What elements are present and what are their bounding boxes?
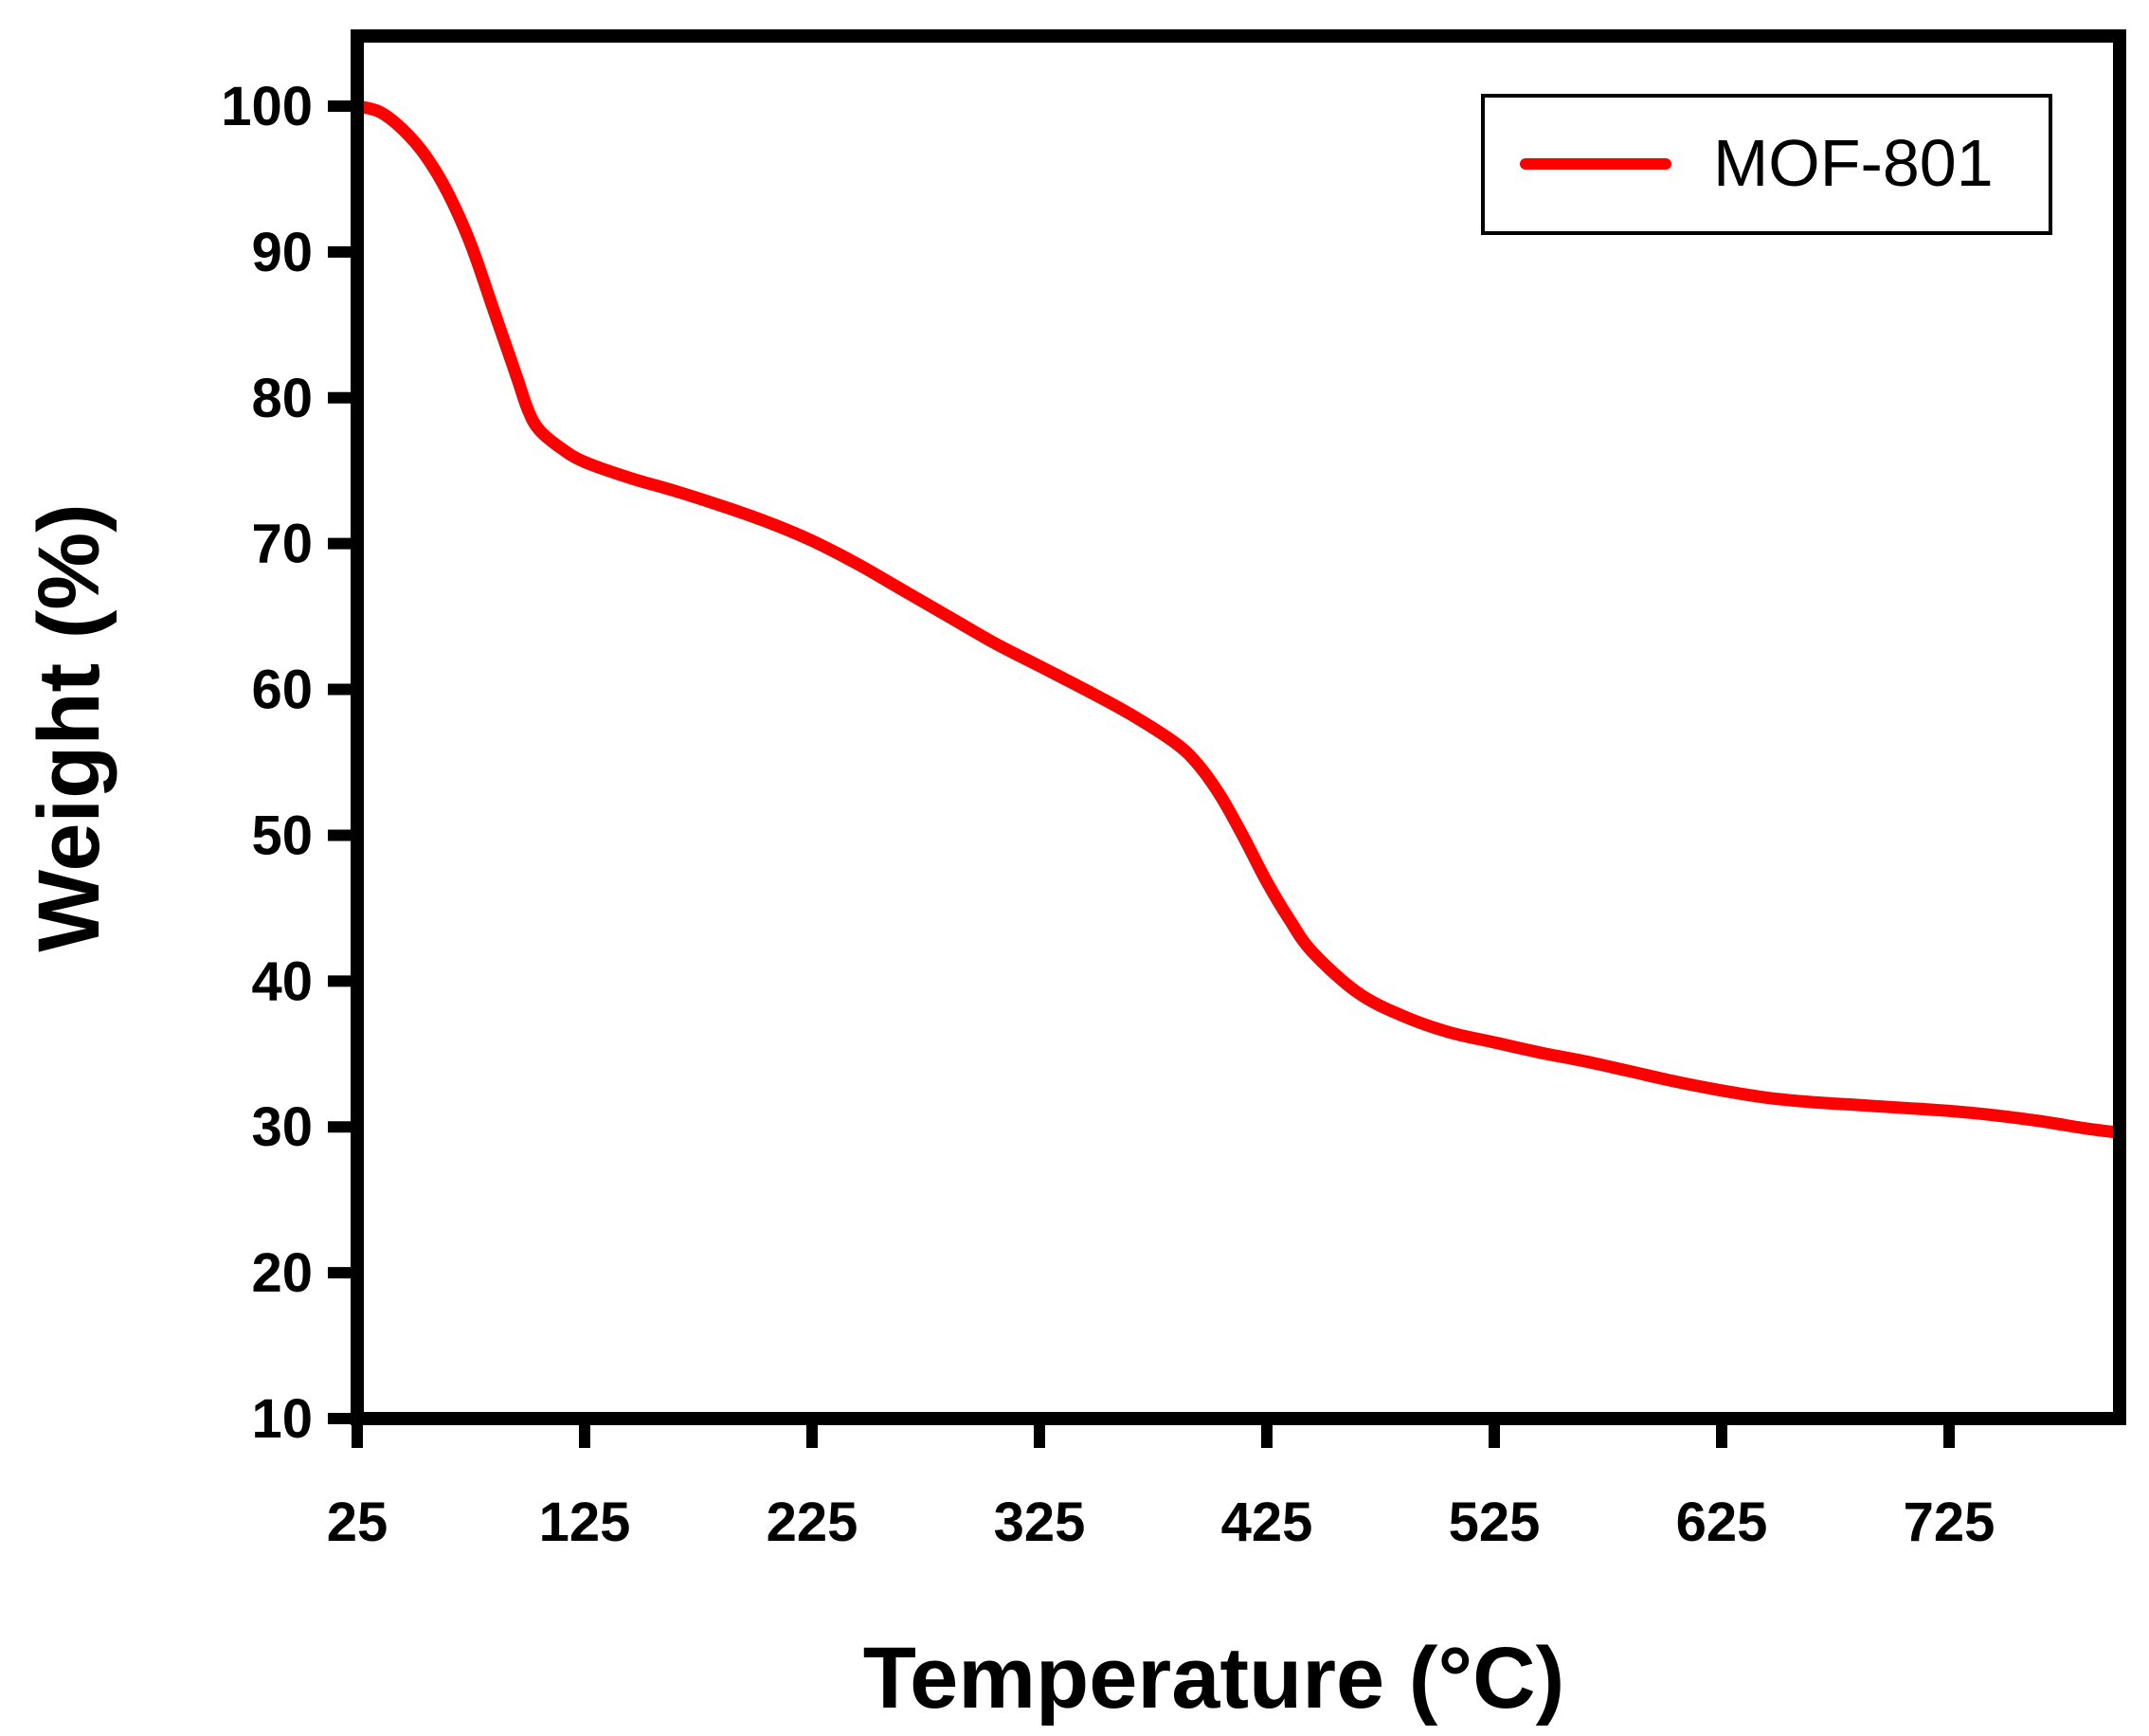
y-tick-label: 20 [251,1242,313,1304]
x-tick-label: 325 [994,1492,1086,1553]
y-tick-label: 40 [251,950,313,1012]
plot-frame [351,29,2126,1425]
x-tick-label: 625 [1676,1492,1768,1553]
y-tick-label: 80 [251,368,313,429]
x-axis-ticks: 25 125 225 325 425 525 625 725 [327,1419,1996,1553]
x-tick-label: 725 [1904,1492,1996,1553]
legend: MOF-801 [1481,94,2052,235]
legend-box [1481,94,2052,235]
y-axis-title: Weight (%) [21,503,117,952]
y-tick-label: 70 [251,514,313,575]
y-tick-label: 90 [251,222,313,283]
x-tick-label: 525 [1449,1492,1541,1553]
y-tick-label: 100 [221,76,313,137]
x-axis-title: Temperature (°C) [863,1630,1565,1727]
y-tick-label: 10 [251,1388,313,1450]
x-tick-label: 225 [767,1492,858,1553]
series-layer [351,99,2126,1139]
y-tick-label: 30 [251,1096,313,1158]
y-tick-label: 50 [251,805,313,866]
legend-label-mof-801: MOF-801 [1713,126,1994,200]
x-tick-label: 25 [327,1492,388,1553]
series-line-mof-801 [351,99,2126,1139]
x-tick-label: 425 [1221,1492,1313,1553]
x-tick-label: 125 [539,1492,631,1553]
y-tick-label: 60 [251,660,313,721]
y-axis-ticks: 10 20 30 40 50 60 70 80 90 100 [221,76,357,1450]
